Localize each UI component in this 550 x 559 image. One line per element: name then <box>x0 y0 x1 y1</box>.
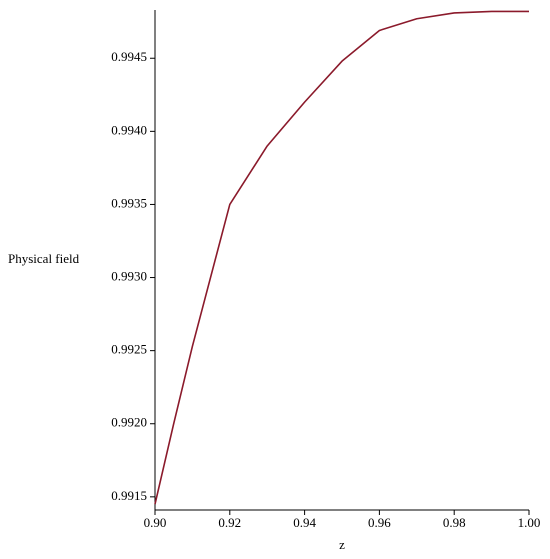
x-tick-label: 0.98 <box>443 515 466 530</box>
y-axis-label: Physical field <box>8 251 80 266</box>
y-tick-label: 0.9930 <box>111 269 147 284</box>
y-tick-label: 0.9945 <box>111 49 147 64</box>
x-tick-label: 0.94 <box>293 515 316 530</box>
y-tick-label: 0.9925 <box>111 342 147 357</box>
x-tick-label: 1.00 <box>518 515 541 530</box>
x-tick-label: 0.90 <box>144 515 167 530</box>
x-tick-label: 0.96 <box>368 515 391 530</box>
x-tick-label: 0.92 <box>218 515 241 530</box>
y-tick-label: 0.9935 <box>111 195 147 210</box>
x-axis-label: z <box>339 537 345 552</box>
y-tick-label: 0.9920 <box>111 415 147 430</box>
line <box>154 10 529 505</box>
y-tick-label: 0.9915 <box>111 488 147 503</box>
y-tick-label: 0.9940 <box>111 122 147 137</box>
